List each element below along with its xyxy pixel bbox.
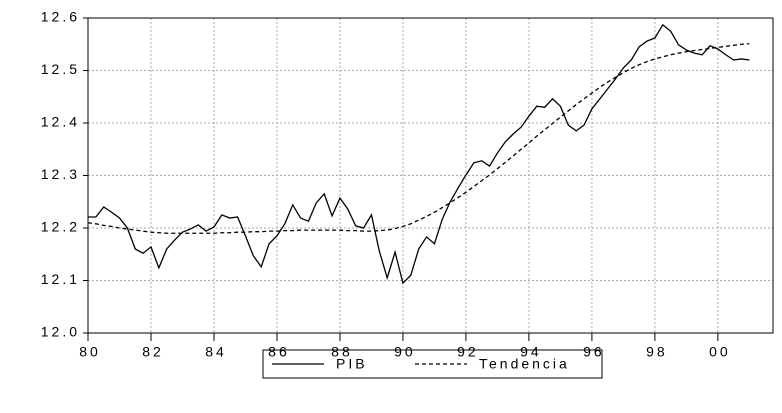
x-tick-label: 92 (457, 344, 479, 360)
plot-frame (87, 17, 774, 334)
x-tick-label: 80 (79, 344, 101, 360)
y-tick-label: 12.6 (41, 9, 80, 25)
x-tick-label: 94 (520, 344, 542, 360)
x-tick-label: 82 (142, 344, 164, 360)
x-tick-label: 84 (205, 344, 227, 360)
legend-label: PIB (336, 356, 368, 372)
x-tick-label: 86 (268, 344, 290, 360)
x-tick-label: 88 (331, 344, 353, 360)
x-tick-label: 96 (583, 344, 605, 360)
y-tick-label: 12.1 (41, 271, 80, 287)
line-series (88, 23, 750, 285)
x-tick-label: 98 (646, 344, 668, 360)
y-tick-label: 12.0 (41, 324, 80, 340)
x-tick-label: 00 (709, 344, 731, 360)
line-series (87, 43, 750, 234)
y-tick-label: 12.4 (41, 114, 80, 130)
legend-box (262, 349, 603, 379)
x-tick-label: 90 (394, 344, 416, 360)
y-tick-label: 12.5 (41, 61, 80, 77)
legend-label: Tendencia (479, 356, 570, 372)
y-tick-label: 12.2 (41, 219, 80, 235)
y-tick-label: 12.3 (41, 166, 80, 182)
